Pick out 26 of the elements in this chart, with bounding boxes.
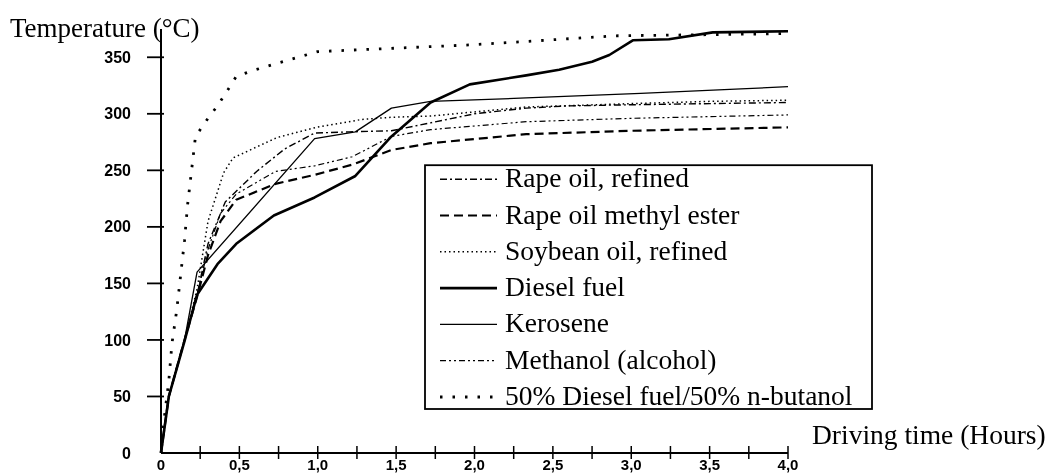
legend-label: Rape oil methyl ester — [505, 198, 740, 230]
x-tick-label: 2,5 — [542, 456, 564, 473]
legend-label: Methanol (alcohol) — [505, 343, 717, 375]
y-tick-label: 250 — [104, 161, 132, 179]
y-tick-label: 350 — [104, 48, 132, 66]
y-tick-label: 100 — [104, 331, 132, 349]
legend-label: Diesel fuel — [505, 271, 626, 303]
y-tick-label: 300 — [104, 105, 132, 123]
legend-label: 50% Diesel fuel/50% n-butanol — [505, 380, 853, 411]
x-tick-label: 2,0 — [464, 456, 485, 473]
y-axis-title: Temperature (°C) — [10, 13, 200, 43]
x-axis-title: Driving time (Hours) — [812, 419, 1046, 450]
x-tick-label: 0,5 — [228, 456, 250, 473]
x-tick-label: 4,0 — [777, 456, 799, 473]
x-tick-label: 3,5 — [699, 456, 721, 473]
x-tick-label: 1,5 — [385, 456, 407, 473]
y-tick-label: 200 — [104, 218, 132, 236]
legend-label: Kerosene — [505, 307, 609, 339]
x-tick-label: 3,0 — [620, 456, 642, 473]
legend-label: Rape oil, refined — [505, 162, 690, 194]
x-tick-label: 1,0 — [307, 456, 329, 473]
y-tick-label: 0 — [122, 444, 132, 462]
legend-label: Soybean oil, refined — [505, 234, 728, 266]
y-tick-label: 50 — [113, 388, 132, 406]
x-tick-label: 0 — [156, 456, 166, 473]
y-tick-label: 150 — [104, 275, 132, 292]
